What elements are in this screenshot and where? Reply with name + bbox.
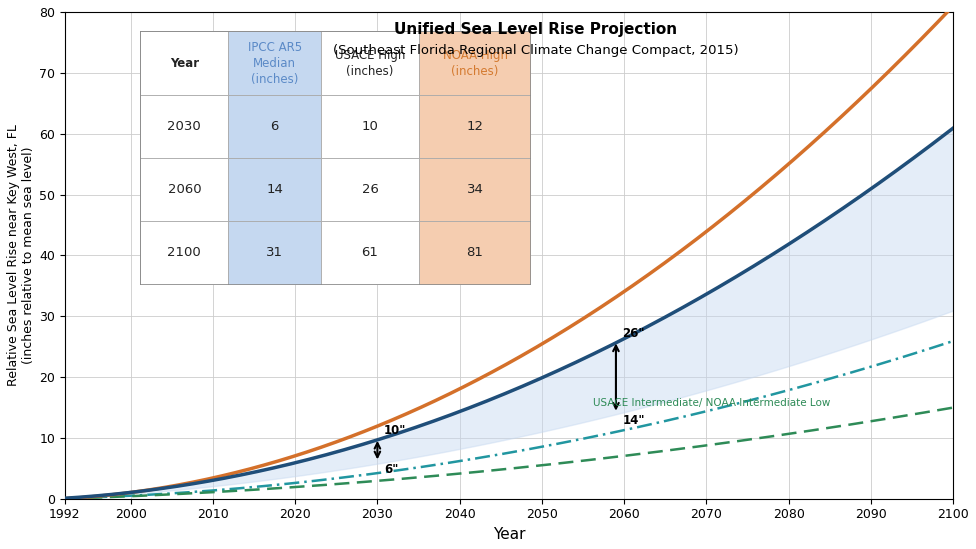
Text: 6": 6" <box>384 463 398 476</box>
Text: 26": 26" <box>623 327 645 340</box>
Text: 14": 14" <box>623 414 645 427</box>
Text: 10": 10" <box>384 424 406 438</box>
Text: Unified Sea Level Rise Projection: Unified Sea Level Rise Projection <box>394 21 677 37</box>
X-axis label: Year: Year <box>493 527 525 542</box>
Text: (Southeast Florida Regional Climate Change Compact, 2015): (Southeast Florida Regional Climate Chan… <box>333 43 739 57</box>
Y-axis label: Relative Sea Level Rise near Key West, FL
(inches relative to mean sea level): Relative Sea Level Rise near Key West, F… <box>7 125 35 386</box>
Text: USACE Intermediate/ NOAA Intermediate Low: USACE Intermediate/ NOAA Intermediate Lo… <box>593 398 831 408</box>
